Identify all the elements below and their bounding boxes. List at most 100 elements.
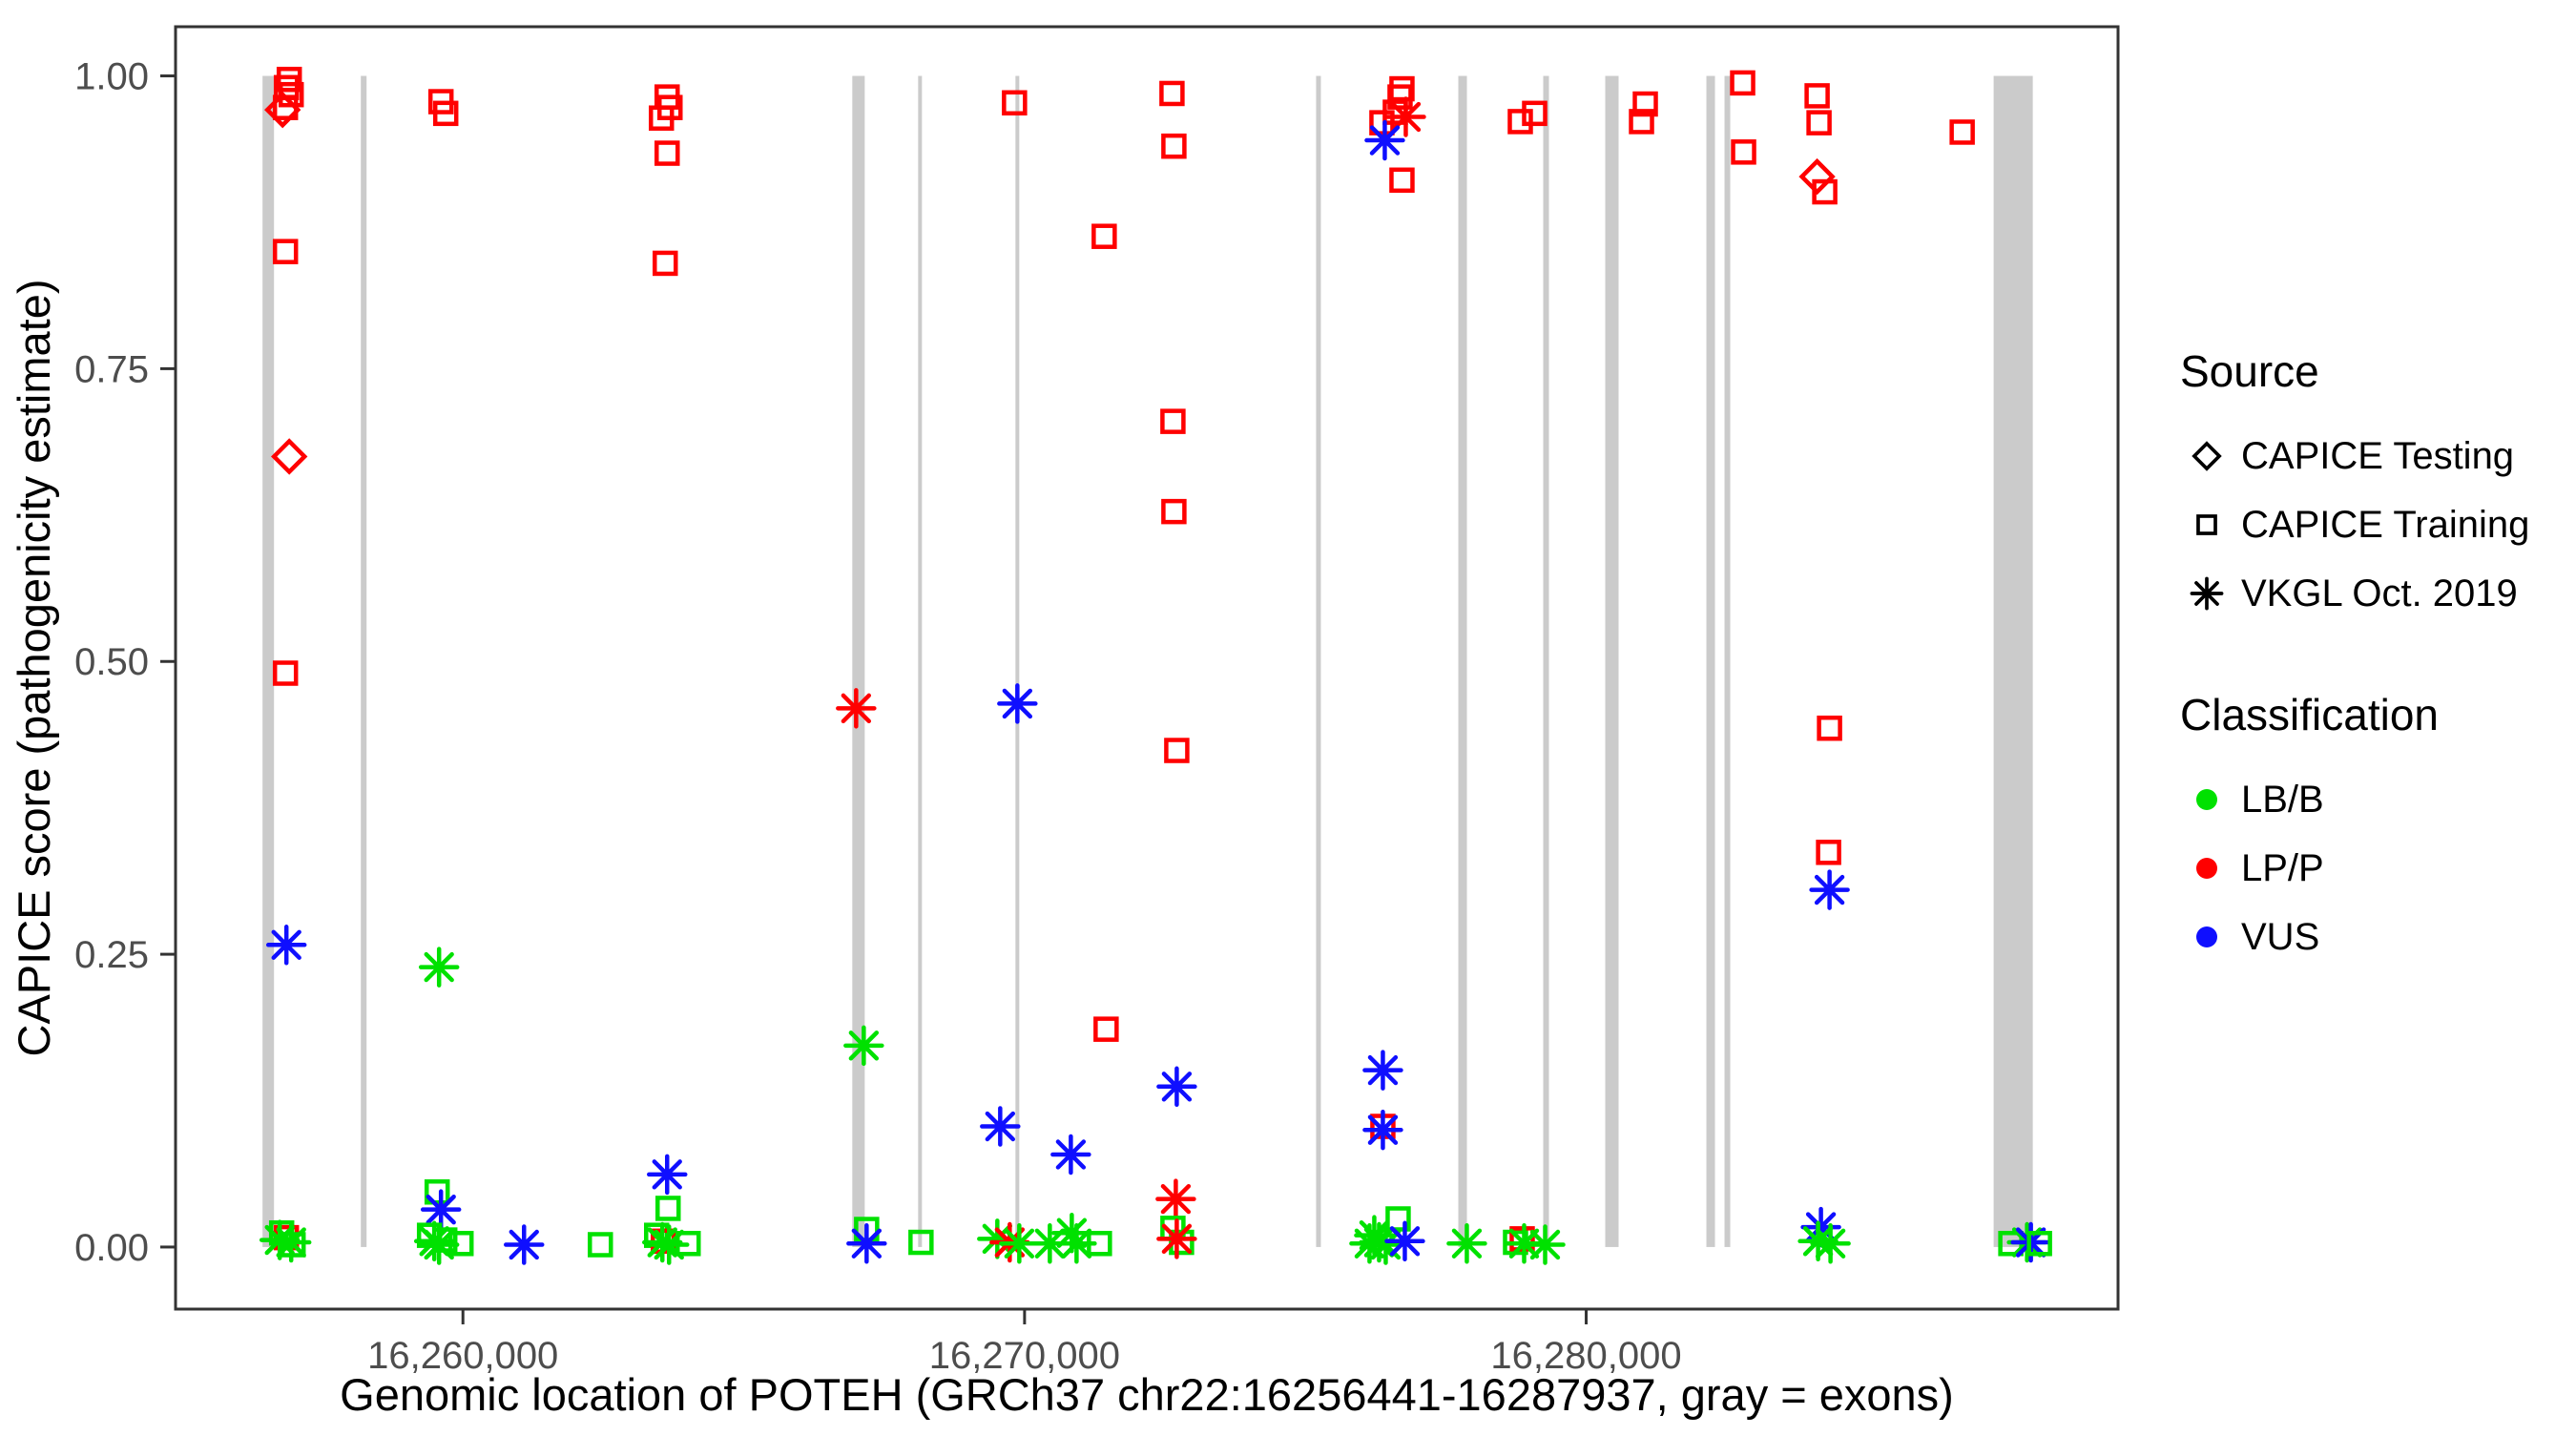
data-point xyxy=(647,1154,688,1196)
data-point xyxy=(980,1106,1021,1147)
data-point xyxy=(977,1218,1018,1259)
data-point xyxy=(1629,109,1654,135)
svg-text:16,270,000: 16,270,000 xyxy=(929,1335,1120,1377)
data-point xyxy=(272,660,299,686)
data-point xyxy=(846,1223,887,1264)
data-point xyxy=(1798,157,1836,196)
square-icon xyxy=(2180,504,2241,546)
data-point xyxy=(1087,1231,1112,1257)
svg-text:0.75: 0.75 xyxy=(74,348,149,390)
data-point xyxy=(1369,110,1395,135)
data-point xyxy=(1159,80,1185,107)
panel-border xyxy=(174,25,2120,1311)
data-point xyxy=(1806,110,1832,135)
legend-item-vus: VUS xyxy=(2180,903,2439,971)
data-point xyxy=(431,1227,458,1253)
svg-text:1.00: 1.00 xyxy=(74,56,149,98)
data-point xyxy=(1161,498,1187,525)
data-point xyxy=(1797,1220,1839,1262)
data-point xyxy=(1730,70,1755,96)
svg-text:0.50: 0.50 xyxy=(74,641,149,683)
data-point xyxy=(1051,1212,1092,1254)
data-point xyxy=(1949,119,1975,145)
data-point xyxy=(1507,109,1533,135)
data-point xyxy=(1522,100,1548,127)
data-point xyxy=(908,1229,934,1256)
data-point xyxy=(280,1232,306,1258)
data-point xyxy=(504,1224,545,1265)
data-point xyxy=(836,688,877,729)
data-point xyxy=(432,100,459,127)
data-point xyxy=(1632,91,1658,117)
legend-source: Source CAPICE Testing CAPICE Training VK… xyxy=(2180,345,2529,628)
data-point xyxy=(1804,83,1830,109)
data-point xyxy=(1155,1178,1196,1219)
data-point xyxy=(1809,869,1850,910)
data-point xyxy=(271,438,308,475)
data-point xyxy=(649,1224,690,1265)
data-point xyxy=(1362,1050,1403,1091)
data-point xyxy=(1002,90,1028,116)
data-point xyxy=(1161,133,1187,159)
data-point xyxy=(1389,167,1415,194)
legend-item-lpp: LP/P xyxy=(2180,834,2439,903)
data-point xyxy=(843,1025,884,1067)
data-points xyxy=(259,66,2052,1265)
data-point xyxy=(259,1219,301,1260)
data-point xyxy=(1093,1016,1119,1042)
data-point xyxy=(1362,1109,1403,1151)
data-point xyxy=(418,947,460,988)
data-point xyxy=(1156,1066,1197,1108)
data-point xyxy=(1364,119,1405,161)
asterisk-icon xyxy=(2180,572,2241,614)
data-point xyxy=(1385,1206,1411,1232)
data-point xyxy=(1525,1224,1566,1265)
legend-item-vkgl: VKGL Oct. 2019 xyxy=(2180,559,2529,628)
data-point xyxy=(420,1189,462,1230)
data-point xyxy=(447,1231,474,1257)
data-point xyxy=(264,91,301,129)
data-point xyxy=(418,1224,460,1265)
data-point xyxy=(653,250,678,277)
svg-text:16,260,000: 16,260,000 xyxy=(367,1335,558,1377)
data-point xyxy=(276,66,302,93)
svg-text:16,280,000: 16,280,000 xyxy=(1490,1335,1681,1377)
data-point xyxy=(999,1223,1040,1264)
data-point xyxy=(1817,715,1842,741)
data-point xyxy=(649,105,675,131)
data-point xyxy=(1056,1223,1097,1264)
legend-item-lbb: LB/B xyxy=(2180,765,2439,834)
data-point xyxy=(1385,96,1426,137)
data-point xyxy=(1800,1206,1841,1248)
svg-text:0.00: 0.00 xyxy=(74,1227,149,1269)
data-point xyxy=(642,1221,683,1263)
data-point xyxy=(1050,1134,1091,1176)
svg-text:0.25: 0.25 xyxy=(74,934,149,976)
data-point xyxy=(1091,223,1117,249)
y-axis-title: CAPICE score (pathogenicity estimate) xyxy=(9,280,59,1057)
data-point xyxy=(997,683,1038,724)
data-point xyxy=(1446,1223,1487,1264)
legend-item-capice-testing: CAPICE Testing xyxy=(2180,422,2529,490)
data-point xyxy=(655,1196,681,1221)
data-point xyxy=(1810,1223,1851,1264)
data-point xyxy=(1029,1223,1070,1264)
legend-item-capice-training: CAPICE Training xyxy=(2180,490,2529,559)
axis-ticks: 16,260,000 16,270,000 16,280,000 0.00 0.25 0.… xyxy=(74,56,1681,1377)
data-point xyxy=(1731,139,1756,165)
data-point xyxy=(1164,738,1190,763)
red-dot-icon xyxy=(2180,847,2241,889)
data-point xyxy=(675,1231,701,1257)
data-point xyxy=(1812,178,1838,205)
data-point xyxy=(2026,1231,2052,1257)
data-point xyxy=(270,1221,312,1263)
data-point xyxy=(1160,408,1186,434)
legend-classification-title: Classification xyxy=(2180,690,2439,739)
data-point xyxy=(654,140,680,166)
data-point xyxy=(1816,840,1841,865)
x-axis-title: Genomic location of POTEH (GRCh37 chr22:… xyxy=(340,1369,1954,1420)
data-point xyxy=(588,1232,613,1258)
data-point xyxy=(1504,1223,1545,1264)
